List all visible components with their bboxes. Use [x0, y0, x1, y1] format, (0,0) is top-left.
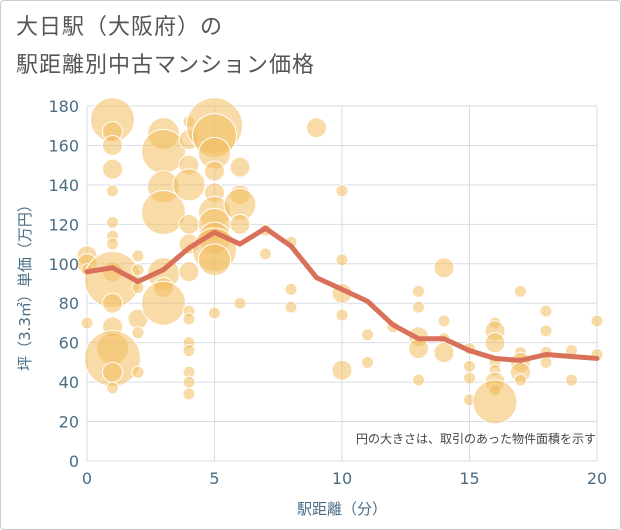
data-bubble [208, 306, 221, 320]
data-bubble [463, 371, 476, 385]
data-bubble [229, 213, 251, 235]
y-tick-label: 0 [69, 452, 79, 471]
data-bubble [412, 284, 425, 298]
data-bubble [131, 263, 145, 277]
x-tick-label: 20 [587, 469, 607, 488]
x-axis-ticks: 0 5 10 15 20 [82, 469, 607, 488]
data-bubble [539, 324, 553, 338]
x-tick-label: 15 [459, 469, 479, 488]
y-tick-label: 140 [48, 176, 79, 195]
data-bubble [182, 344, 196, 358]
data-bubble [412, 300, 425, 314]
data-bubble [198, 243, 231, 277]
data-bubble [131, 249, 145, 263]
x-tick-label: 10 [332, 469, 352, 488]
data-bubble [131, 365, 145, 379]
data-bubble [361, 355, 374, 369]
data-bubble [565, 373, 578, 387]
data-bubble [182, 375, 196, 389]
chart-title-line-2: 駅距離別中古マンション価格 [16, 53, 316, 78]
data-bubble [335, 184, 349, 198]
data-bubble [590, 314, 604, 328]
data-bubble [182, 387, 196, 401]
data-bubble [106, 381, 119, 395]
data-bubble [408, 338, 429, 360]
data-bubble [463, 359, 476, 373]
y-tick-label: 80 [59, 294, 79, 313]
size-annotation: 円の大きさは、取引のあった物件面積を示す [356, 431, 596, 446]
y-tick-label: 40 [59, 373, 79, 392]
data-bubble [131, 326, 145, 340]
y-tick-label: 20 [59, 413, 79, 432]
y-tick-label: 60 [59, 334, 79, 353]
data-bubble [331, 359, 353, 381]
data-bubble [229, 156, 251, 178]
y-tick-label: 160 [48, 136, 79, 155]
x-tick-label: 0 [82, 469, 92, 488]
data-bubble [284, 282, 298, 296]
data-bubble [80, 316, 94, 330]
data-bubble [182, 312, 196, 326]
data-bubble [178, 213, 200, 235]
y-tick-label: 100 [48, 255, 79, 274]
data-bubble [335, 253, 349, 267]
data-bubble [335, 308, 349, 322]
y-axis-ticks: 0 20 40 60 80 100 120 140 160 180 [48, 97, 79, 471]
data-bubble [539, 304, 553, 318]
chart-title-line-1: 大日駅（大阪府）の [16, 15, 224, 40]
data-bubble [204, 160, 225, 182]
data-bubble [437, 314, 451, 328]
y-axis-title: 坪（3.3㎡）単価（万円） [16, 197, 34, 371]
data-bubble [141, 280, 186, 326]
data-bubble [259, 247, 272, 261]
data-bubble [514, 284, 527, 298]
data-bubble [412, 373, 425, 387]
data-bubble [106, 237, 119, 251]
data-bubble [102, 134, 123, 156]
data-bubble [484, 332, 506, 354]
data-bubble [472, 379, 518, 425]
y-tick-label: 120 [48, 215, 79, 234]
x-axis-title: 駅距離（分） [297, 500, 387, 518]
data-bubble [102, 292, 123, 314]
data-bubble [141, 190, 186, 235]
data-bubble [172, 168, 206, 202]
y-tick-label: 180 [48, 97, 79, 116]
data-bubble [284, 300, 298, 314]
data-bubble [233, 296, 247, 310]
data-bubble [361, 328, 374, 342]
data-bubble [539, 355, 553, 369]
data-bubble [106, 184, 119, 198]
data-bubble [106, 215, 119, 229]
data-bubble [102, 158, 123, 180]
data-bubble [433, 342, 455, 364]
data-bubble [306, 117, 327, 139]
trend-line [84, 225, 600, 363]
data-bubble [514, 373, 527, 387]
data-bubble [102, 361, 123, 383]
data-bubble [433, 257, 455, 279]
x-tick-label: 5 [209, 469, 219, 488]
data-bubble [178, 261, 200, 283]
